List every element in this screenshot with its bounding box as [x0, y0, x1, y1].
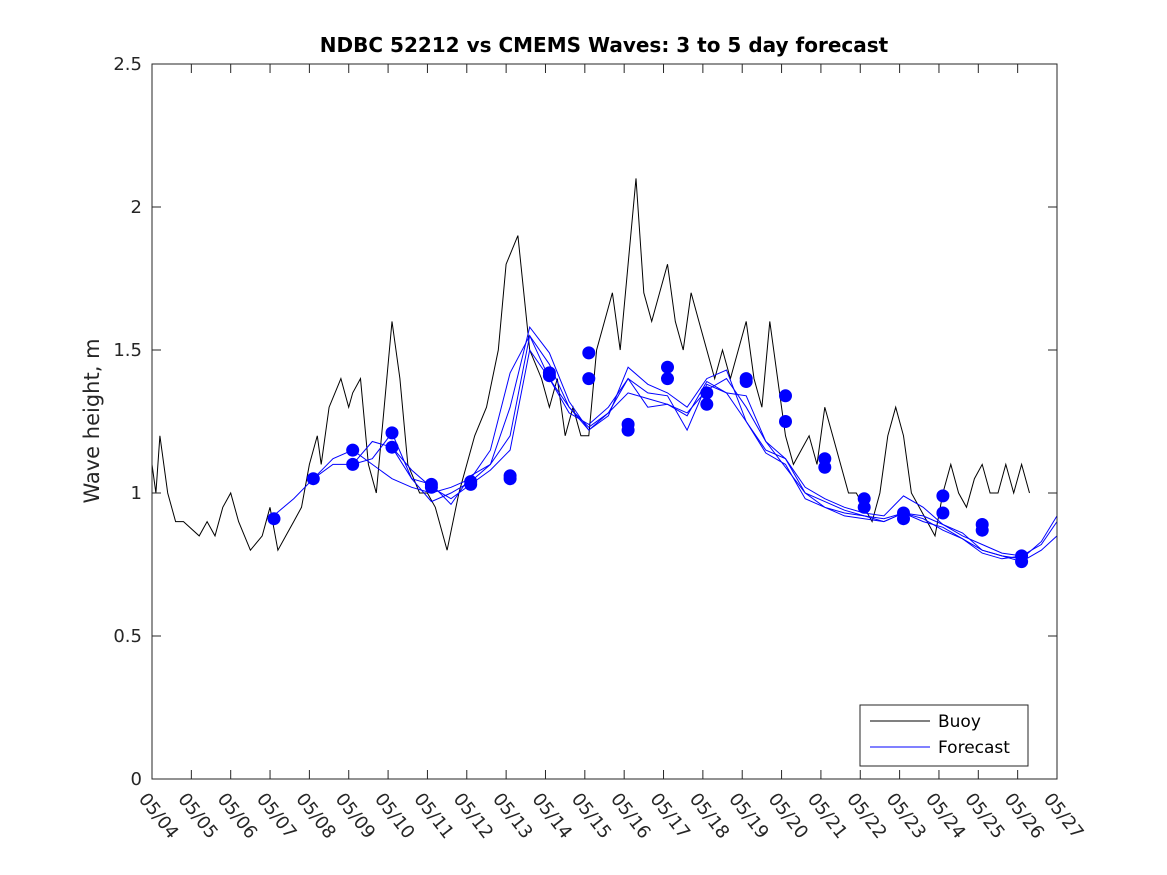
y-tick-label: 1.5: [113, 340, 142, 361]
buoy-line: [151, 178, 1030, 552]
forecast-marker: [739, 375, 753, 388]
forecast-marker: [267, 512, 281, 526]
forecast-marker: [582, 346, 596, 360]
forecast-marker: [700, 386, 714, 400]
forecast-marker: [621, 423, 635, 437]
forecast-marker: [661, 360, 674, 374]
forecast-marker: [857, 500, 871, 514]
forecast-marker: [936, 489, 950, 503]
y-tick-label: 0: [131, 769, 142, 790]
axes-box: [151, 63, 1058, 780]
forecast-marker: [503, 472, 517, 486]
forecast-marker: [779, 415, 792, 428]
forecast-marker: [1015, 555, 1029, 569]
plot-area: [151, 178, 1058, 569]
legend-label-buoy: Buoy: [938, 712, 981, 732]
forecast-marker: [700, 397, 714, 411]
y-tick-label: 1: [131, 483, 142, 504]
forecast-marker: [975, 523, 989, 537]
forecast-line-2: [313, 325, 1058, 557]
forecast-marker: [346, 443, 360, 457]
forecast-marker: [936, 506, 950, 520]
legend-box: [859, 704, 1029, 767]
forecast-marker: [464, 477, 478, 491]
legend: Buoy Forecast: [859, 704, 1029, 767]
forecast-marker: [346, 457, 360, 471]
forecast-marker: [661, 372, 674, 386]
forecast-marker: [385, 440, 399, 454]
y-axis-label: Wave height, m: [80, 338, 104, 503]
forecast-marker: [582, 372, 596, 386]
y-tick-label: 2.5: [113, 54, 142, 75]
forecast-marker: [385, 426, 399, 440]
chart-title: NDBC 52212 vs CMEMS Waves: 3 to 5 day fo…: [320, 33, 889, 57]
forecast-marker: [897, 512, 910, 526]
y-tick-label: 2: [131, 197, 142, 218]
forecast-marker: [779, 389, 792, 403]
forecast-marker: [818, 460, 832, 474]
forecast-marker: [542, 369, 556, 383]
forecast-line-4: [391, 334, 1022, 560]
forecast-marker: [306, 472, 320, 486]
legend-label-forecast: Forecast: [938, 738, 1010, 758]
y-tick-label: 0.5: [113, 626, 142, 647]
forecast-marker: [424, 480, 438, 494]
